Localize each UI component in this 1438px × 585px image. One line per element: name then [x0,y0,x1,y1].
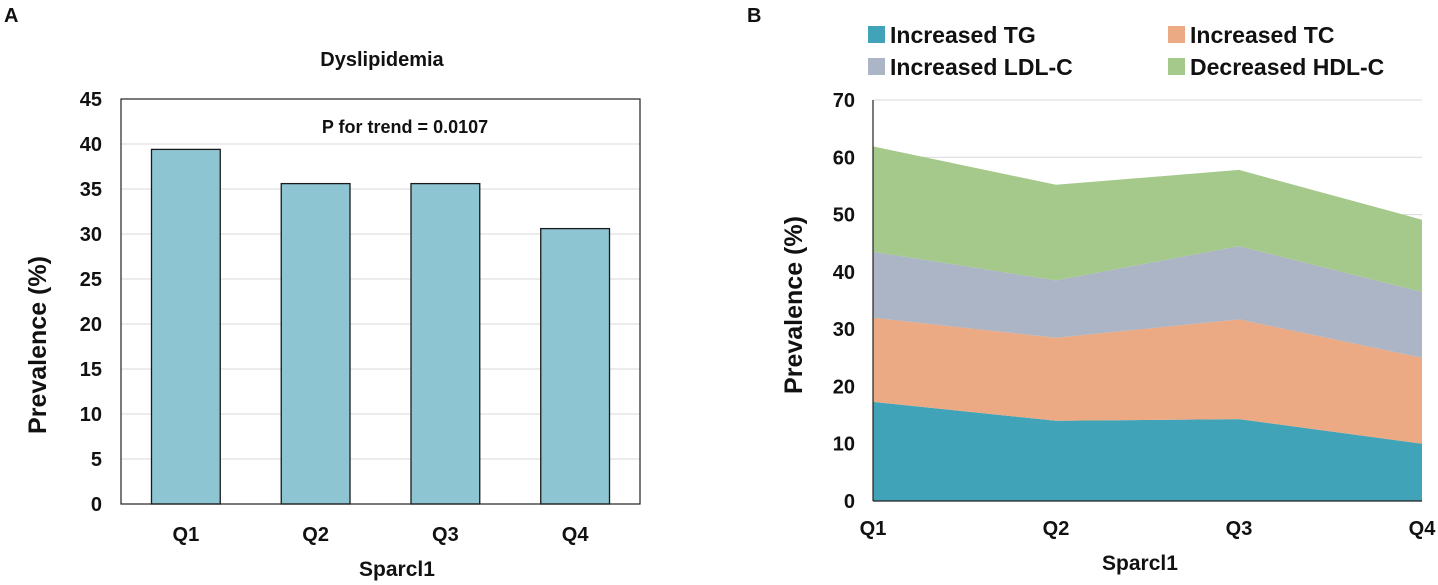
chart-b-y-tick-label: 70 [833,90,855,112]
chart-a-bar-q2 [280,182,351,505]
chart-b-legend-label: Increased TG [890,22,1036,48]
chart-a-x-ticks: Q1 Q2 Q3 Q4 [173,524,590,546]
chart-b-y-ticks: 0 10 20 30 40 50 60 70 [833,90,855,513]
chart-b-y-tick-label: 10 [833,434,855,456]
chart-a-x-tick-label: Q4 [562,524,590,546]
chart-b-area-increased-ldl-c [873,246,1422,358]
chart-b-y-tick-label: 20 [833,376,855,398]
panel-a: A Dyslipidemia P for trend = 0.0107 0 5 10… [4,5,641,581]
chart-a-bar-q4 [540,227,611,505]
chart-a-y-tick-label: 20 [80,314,102,336]
chart-b-area-increased-tg [873,401,1422,501]
chart-a-y-tick-label: 40 [80,134,102,156]
chart-b-legend-label: Increased TC [1190,22,1334,48]
chart-a-annotation: P for trend = 0.0107 [322,117,488,137]
chart-b-legend-label: Increased LDL-C [890,54,1073,80]
chart-b-legend: Increased TG Increased TC Increased LDL-C D… [868,22,1384,80]
chart-b-x-tick-label: Q2 [1043,518,1070,540]
panel-b-label: B [747,5,761,27]
chart-a-y-tick-label: 30 [80,224,102,246]
chart-b-legend-swatch [868,58,885,75]
chart-b-x-tick-label: Q4 [1409,518,1437,540]
chart-a-plot-frame [120,98,641,505]
chart-a-y-tick-label: 10 [80,404,102,426]
chart-a-x-tick-label: Q2 [302,524,329,546]
chart-b-x-ticks: Q1 Q2 Q3 Q4 [860,518,1437,540]
chart-a-y-tick-label: 25 [80,269,102,291]
chart-b-y-tick-label: 0 [844,491,855,513]
chart-a-y-tick-label: 0 [91,494,102,516]
chart-b-legend-label: Decreased HDL-C [1190,54,1384,80]
chart-a-x-tick-label: Q3 [432,524,459,546]
chart-b-y-tick-label: 60 [833,147,855,169]
chart-a-y-tick-label: 35 [80,179,102,201]
chart-a-bar-q1 [150,148,221,505]
chart-b-legend-swatch [1168,58,1185,75]
chart-a-x-label: Sparcl1 [359,558,435,581]
chart-a-bars [150,148,611,505]
chart-a-x-tick-label: Q1 [173,524,200,546]
chart-a-y-ticks: 0 5 10 15 20 25 30 35 40 45 [80,89,102,516]
chart-b-legend-swatch [868,26,885,43]
panel-b: B Increased TG Increased TC Increased LDL-… [747,5,1436,575]
chart-b-area-decreased-hdl-c [873,146,1422,292]
chart-a-y-tick-label: 5 [91,449,102,471]
chart-b-legend-swatch [1168,26,1185,43]
chart-b-y-tick-label: 40 [833,262,855,284]
chart-a-title: Dyslipidemia [320,49,444,71]
chart-b-y-tick-label: 30 [833,319,855,341]
chart-a-y-tick-label: 15 [80,359,102,381]
chart-b-x-label: Sparcl1 [1102,552,1178,575]
chart-a-y-tick-label: 45 [80,89,102,111]
chart-b-areas [873,146,1422,501]
panel-a-label: A [4,5,18,27]
chart-b-y-tick-label: 50 [833,205,855,227]
chart-b-area-increased-tc [873,317,1422,444]
chart-b-y-label: Prevalence (%) [780,216,808,394]
chart-a-bar-q3 [410,182,481,505]
chart-a-y-label: Prevalence (%) [24,256,52,434]
chart-b-x-tick-label: Q1 [860,518,887,540]
chart-b-x-tick-label: Q3 [1226,518,1253,540]
